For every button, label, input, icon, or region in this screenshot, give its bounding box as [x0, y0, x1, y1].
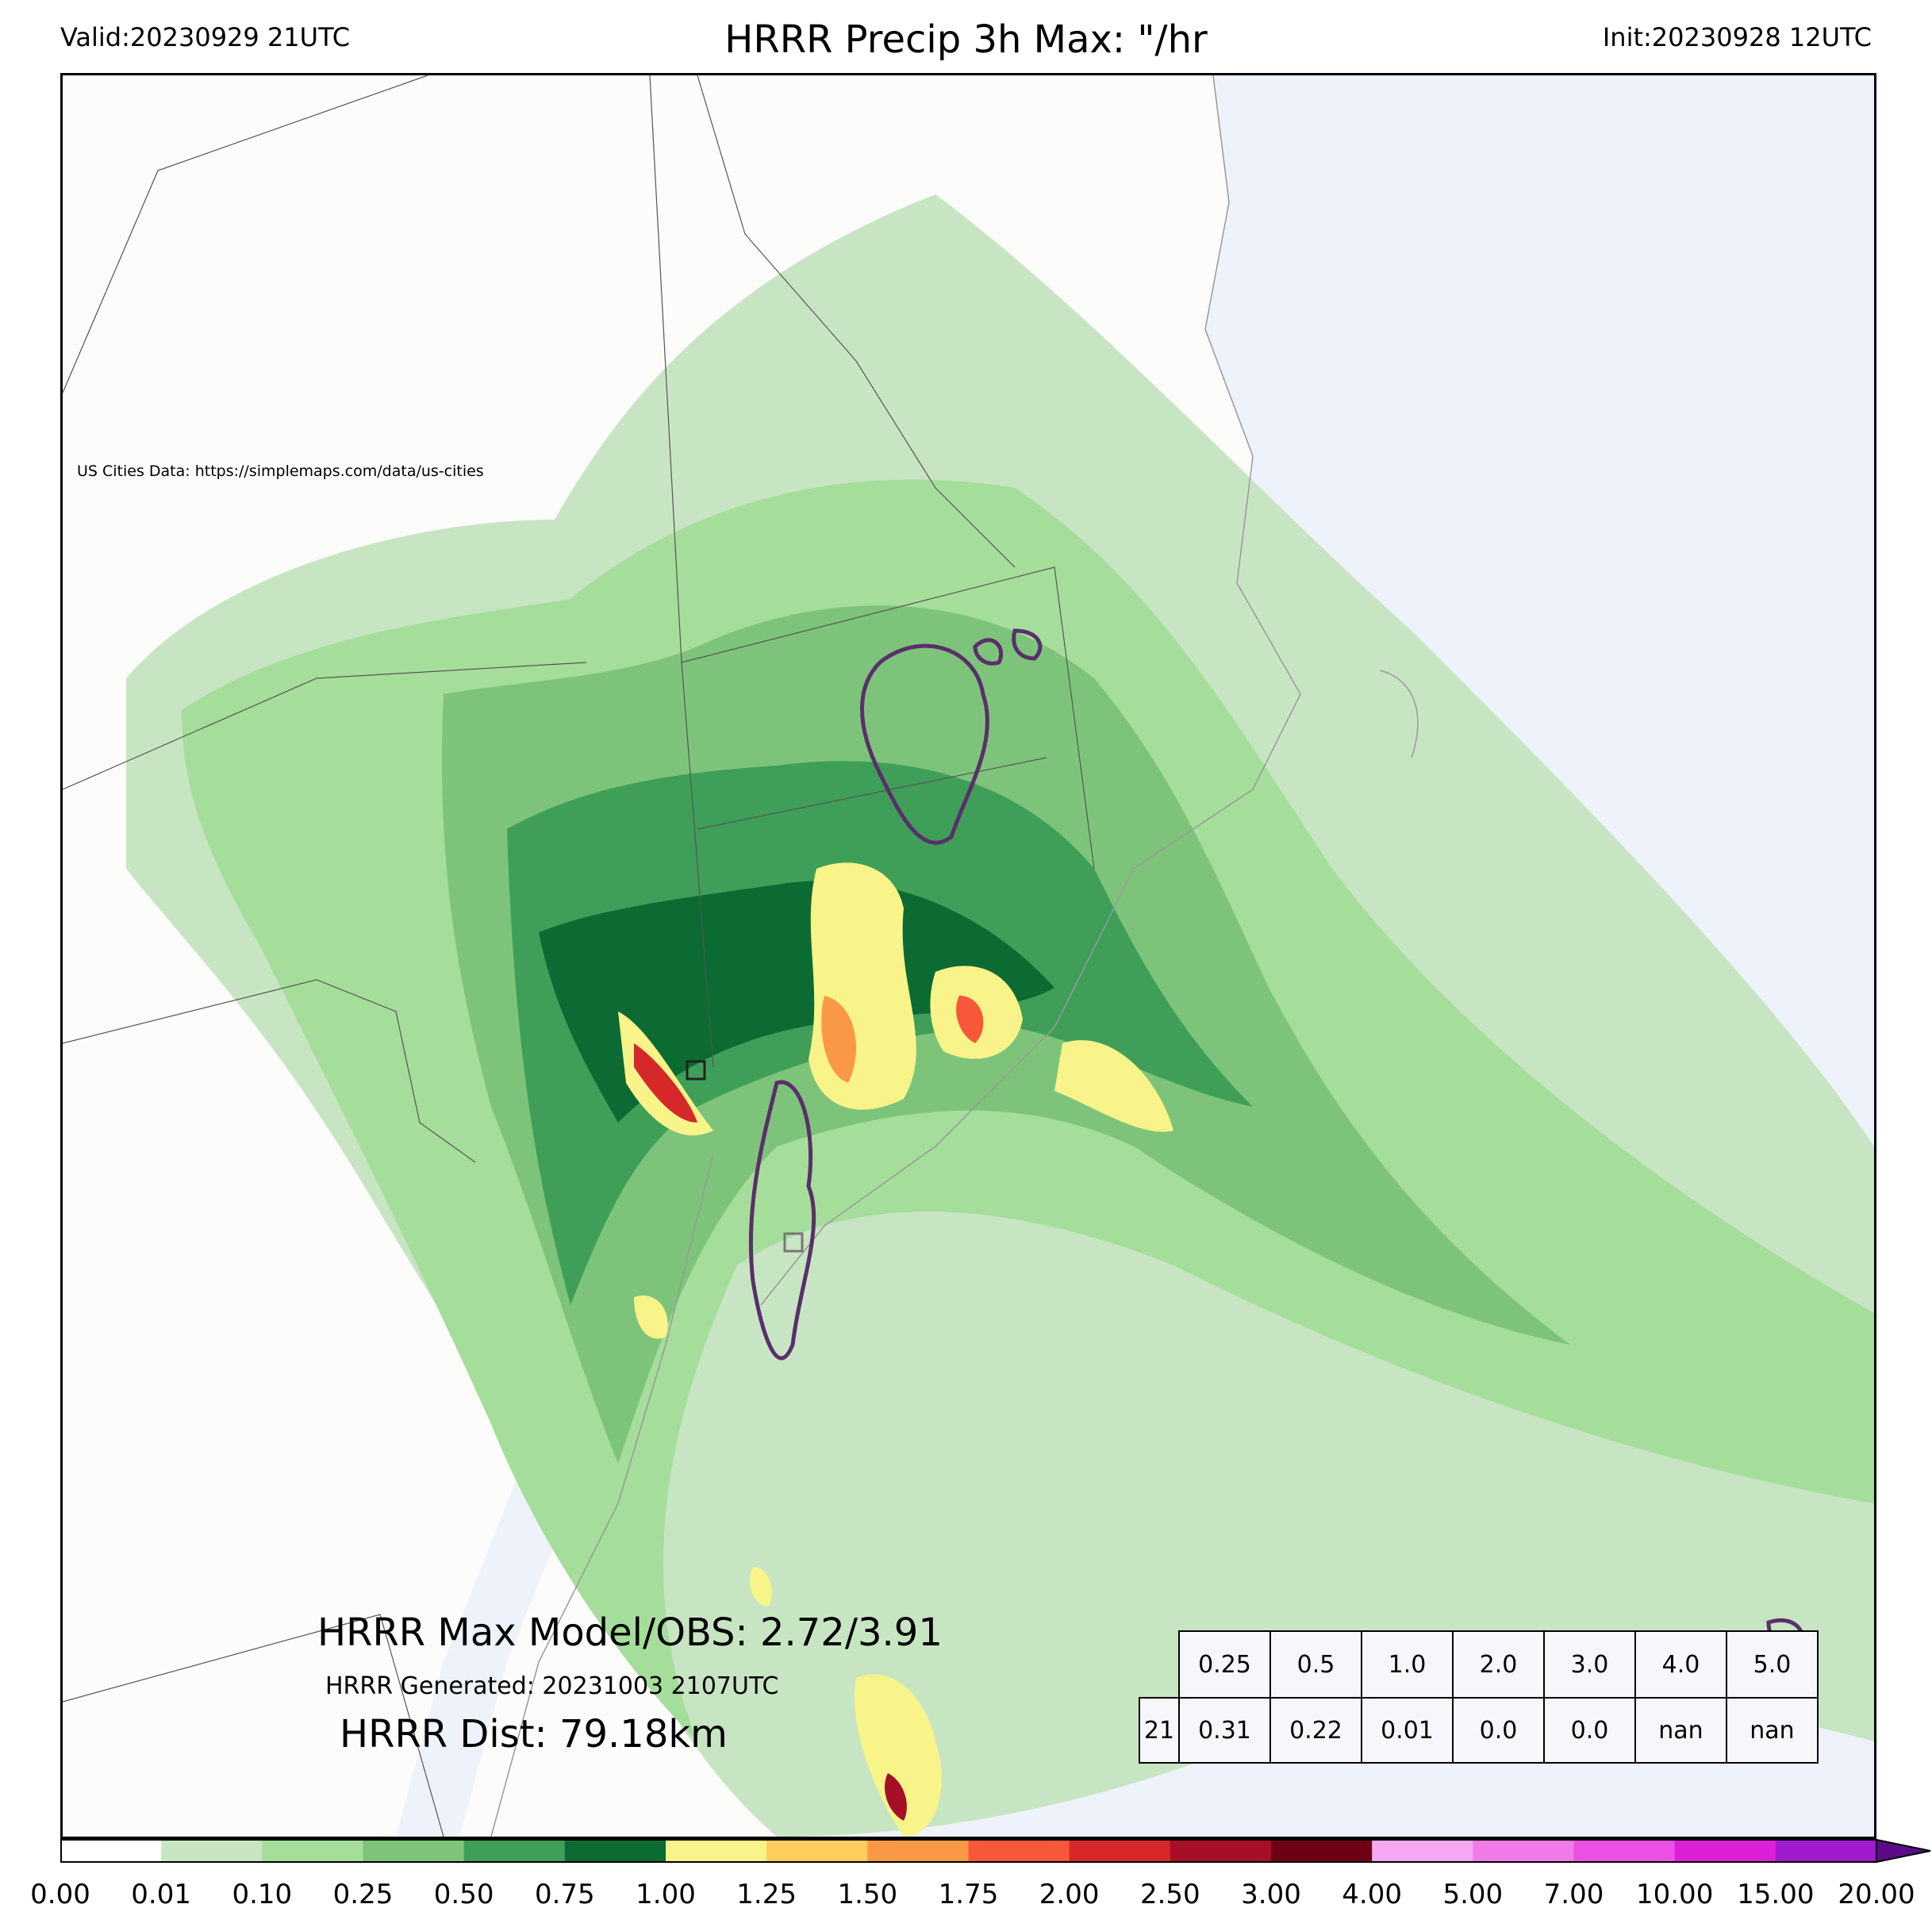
coastline [490, 75, 1419, 1837]
colorbar-tick-label: 20.00 [1838, 1879, 1915, 1910]
distance-label: HRRR Dist: 79.18km [340, 1712, 728, 1756]
threshold-header: 3.0 [1543, 1630, 1636, 1699]
threshold-header: 2.0 [1452, 1630, 1545, 1699]
colorbar-tick-label: 1.50 [837, 1879, 898, 1910]
colorbar-segment [766, 1840, 868, 1862]
threshold-header: 4.0 [1634, 1630, 1727, 1699]
colorbar-segment [666, 1840, 767, 1862]
threshold-header: 0.5 [1269, 1630, 1362, 1699]
colorbar-segment [968, 1840, 1070, 1862]
colorbar-tick-label: 0.75 [534, 1879, 595, 1910]
colorbar-tick-label: 1.00 [636, 1879, 696, 1910]
colorbar [60, 1838, 1932, 1864]
max-model-obs-label: HRRR Max Model/OBS: 2.72/3.91 [317, 1610, 943, 1655]
colorbar-segment [363, 1840, 465, 1862]
colorbar-outline [60, 1839, 1877, 1863]
colorbar-segment [564, 1840, 666, 1862]
colorbar-segment [1170, 1840, 1272, 1862]
stats-table: 0.25 0.5 1.0 2.0 3.0 4.0 5.0 21 0.31 0.22 0.01 0.0 0… [1139, 1630, 1819, 1764]
colorbar-tick-label: 1.25 [736, 1879, 797, 1910]
model-site-marker [783, 1232, 804, 1253]
colorbar-segment [1775, 1840, 1877, 1862]
colorbar-tick-label: 4.00 [1342, 1879, 1403, 1910]
colorbar-segment [1573, 1840, 1676, 1862]
colorbar-tick-label: 2.50 [1139, 1879, 1200, 1910]
colorbar-segment [463, 1840, 566, 1862]
colorbar-tick-label: 2.00 [1039, 1879, 1100, 1910]
colorbar-tick-label: 0.25 [332, 1879, 394, 1910]
precip-shading [126, 194, 1874, 1837]
colorbar-segment [1271, 1840, 1373, 1862]
threshold-header: 1.0 [1361, 1630, 1454, 1699]
colorbar-tick-label: 10.00 [1635, 1879, 1714, 1910]
threshold-value: 0.22 [1269, 1697, 1362, 1764]
colorbar-segment [867, 1840, 969, 1862]
colorbar-tick-label: 0.10 [232, 1879, 293, 1910]
colorbar-tick-label: 5.00 [1442, 1879, 1504, 1910]
colorbar-tick-label: 15.00 [1737, 1879, 1815, 1910]
colorbar-segment [262, 1840, 363, 1862]
row-label: 21 [1139, 1697, 1180, 1764]
valid-time-label: Valid:20230929 21UTC [60, 22, 351, 52]
precip-map: US Cities Data: https://simplemaps.com/d… [60, 73, 1876, 1839]
threshold-value: nan [1634, 1697, 1727, 1764]
state-borders [63, 75, 1095, 1837]
colorbar-segment [1069, 1840, 1171, 1862]
threshold-value: 0.31 [1178, 1697, 1271, 1764]
data-credit: US Cities Data: https://simplemaps.com/d… [77, 463, 484, 480]
colorbar-tick-label: 0.50 [433, 1879, 494, 1910]
colorbar-extend-arrow [1876, 1838, 1931, 1864]
colorbar-segment [1372, 1840, 1473, 1862]
threshold-value: 0.0 [1452, 1697, 1545, 1764]
colorbar-tick-label: 0.00 [30, 1879, 90, 1910]
obs-site-marker [686, 1060, 706, 1081]
colorbar-tick-label: 0.01 [131, 1879, 192, 1910]
init-time-label: Init:20230928 12UTC [1602, 22, 1872, 52]
colorbar-segment [60, 1840, 162, 1862]
threshold-value: nan [1726, 1697, 1819, 1764]
colorbar-tick-label: 3.00 [1241, 1879, 1301, 1910]
colorbar-segment [1473, 1840, 1574, 1862]
threshold-header: 5.0 [1726, 1630, 1819, 1699]
colorbar-tick-label: 7.00 [1543, 1879, 1604, 1910]
colorbar-svg [60, 1838, 1931, 1864]
threshold-value: 0.01 [1361, 1697, 1454, 1764]
map-title: HRRR Precip 3h Max: "/hr [724, 17, 1208, 62]
threshold-value: 0.0 [1543, 1697, 1636, 1764]
colorbar-segment [1674, 1840, 1776, 1862]
colorbar-segment [161, 1840, 263, 1862]
generated-label: HRRR Generated: 20231003 2107UTC [325, 1672, 779, 1700]
map-canvas [63, 75, 1874, 1837]
threshold-header: 0.25 [1178, 1630, 1271, 1699]
colorbar-tick-label: 1.75 [938, 1879, 999, 1910]
